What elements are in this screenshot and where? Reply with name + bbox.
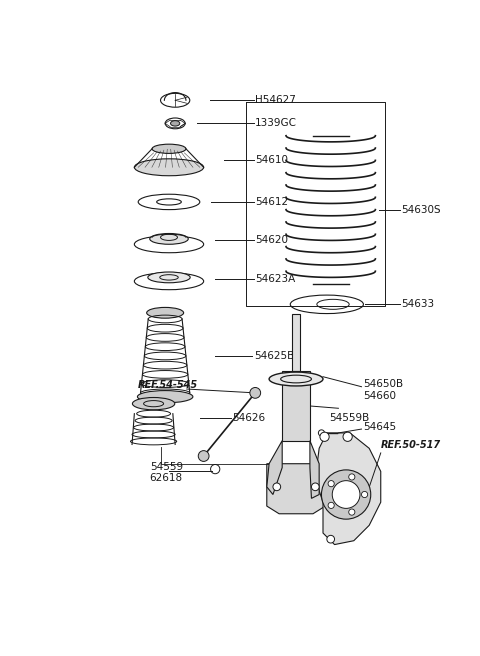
Polygon shape [310, 441, 319, 499]
Circle shape [312, 483, 319, 491]
Ellipse shape [148, 272, 190, 283]
Ellipse shape [132, 398, 175, 410]
Text: 54633: 54633 [402, 299, 435, 310]
Text: 54645: 54645 [363, 422, 396, 432]
Circle shape [361, 491, 368, 498]
Text: 1339GC: 1339GC [255, 118, 297, 129]
Text: REF.54-545: REF.54-545 [138, 380, 198, 390]
Ellipse shape [150, 234, 188, 244]
Circle shape [349, 509, 355, 515]
Circle shape [320, 432, 329, 441]
Text: 54626: 54626 [232, 413, 265, 422]
Ellipse shape [152, 144, 186, 154]
Text: 54612: 54612 [255, 197, 288, 207]
Circle shape [343, 432, 352, 441]
Text: 54620: 54620 [255, 236, 288, 245]
Circle shape [327, 535, 335, 543]
Circle shape [328, 502, 334, 508]
Circle shape [250, 388, 261, 398]
Text: 54559: 54559 [150, 462, 183, 472]
Circle shape [332, 481, 360, 508]
Text: 54660: 54660 [363, 391, 396, 401]
Text: 54625B: 54625B [254, 351, 294, 361]
Text: 54559B: 54559B [329, 413, 370, 422]
Polygon shape [267, 441, 282, 495]
Ellipse shape [269, 372, 323, 386]
Circle shape [273, 483, 281, 491]
Ellipse shape [147, 308, 184, 318]
Polygon shape [267, 464, 325, 514]
Ellipse shape [170, 121, 180, 126]
Bar [282, 371, 310, 441]
Ellipse shape [134, 159, 204, 176]
Ellipse shape [137, 390, 193, 403]
Circle shape [322, 470, 371, 519]
Text: 54623A: 54623A [255, 274, 296, 284]
Text: 54650B: 54650B [363, 379, 403, 390]
Text: 54630S: 54630S [402, 205, 441, 215]
Text: 54610: 54610 [255, 155, 288, 165]
Text: H54627: H54627 [255, 95, 296, 105]
Polygon shape [315, 433, 381, 544]
Circle shape [349, 474, 355, 480]
Text: 62618: 62618 [150, 472, 183, 483]
Circle shape [198, 451, 209, 461]
Circle shape [328, 481, 334, 487]
Text: REF.50-517: REF.50-517 [381, 440, 441, 450]
Bar [292, 314, 300, 371]
